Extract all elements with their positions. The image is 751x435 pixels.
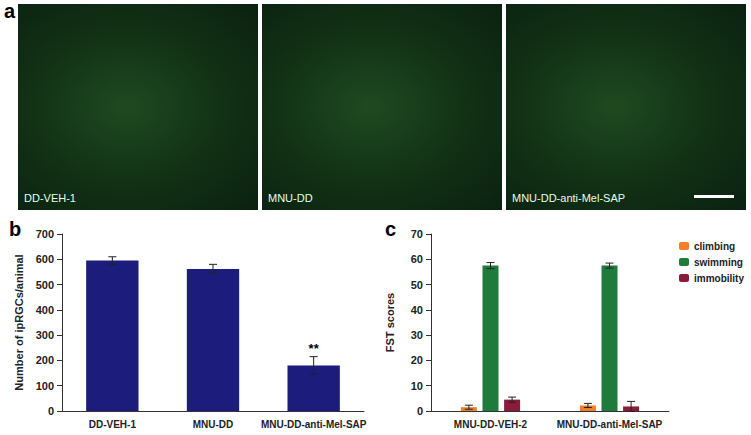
svg-text:climbing: climbing	[694, 241, 735, 252]
svg-text:100: 100	[36, 380, 54, 392]
svg-text:MNU-DD: MNU-DD	[193, 419, 234, 430]
svg-text:70: 70	[411, 228, 423, 240]
svg-text:0: 0	[417, 405, 423, 417]
svg-text:swimming: swimming	[694, 257, 743, 268]
svg-text:immobility: immobility	[694, 273, 744, 284]
svg-text:50: 50	[411, 279, 423, 291]
svg-text:MNU-DD-anti-Mel-SAP: MNU-DD-anti-Mel-SAP	[261, 419, 367, 430]
svg-text:400: 400	[36, 304, 54, 316]
svg-text:40: 40	[411, 304, 423, 316]
html-text:MNU-DD: MNU-DD	[268, 192, 313, 204]
svg-text:**: **	[309, 341, 320, 356]
svg-text:10: 10	[411, 380, 423, 392]
svg-text:30: 30	[411, 329, 423, 341]
html-text:MNU-DD-anti-Mel-SAP: MNU-DD-anti-Mel-SAP	[512, 192, 626, 204]
svg-text:Number of ipRGCs/animal: Number of ipRGCs/animal	[13, 254, 25, 390]
svg-text:700: 700	[36, 228, 54, 240]
svg-text:c: c	[385, 218, 396, 240]
html-text:a: a	[4, 0, 16, 22]
svg-text:200: 200	[36, 354, 54, 366]
svg-text:b: b	[9, 218, 21, 240]
svg-text:300: 300	[36, 329, 54, 341]
svg-text:MNU-DD-VEH-2: MNU-DD-VEH-2	[454, 419, 528, 430]
svg-text:0: 0	[48, 405, 54, 417]
svg-text:MNU-DD-anti-Mel-SAP: MNU-DD-anti-Mel-SAP	[557, 419, 663, 430]
svg-text:FST scores: FST scores	[384, 293, 396, 352]
svg-text:500: 500	[36, 279, 54, 291]
html-text:DD-VEH-1: DD-VEH-1	[24, 192, 76, 204]
svg-text:600: 600	[36, 253, 54, 265]
svg-text:DD-VEH-1: DD-VEH-1	[89, 419, 137, 430]
svg-text:20: 20	[411, 354, 423, 366]
svg-text:60: 60	[411, 253, 423, 265]
